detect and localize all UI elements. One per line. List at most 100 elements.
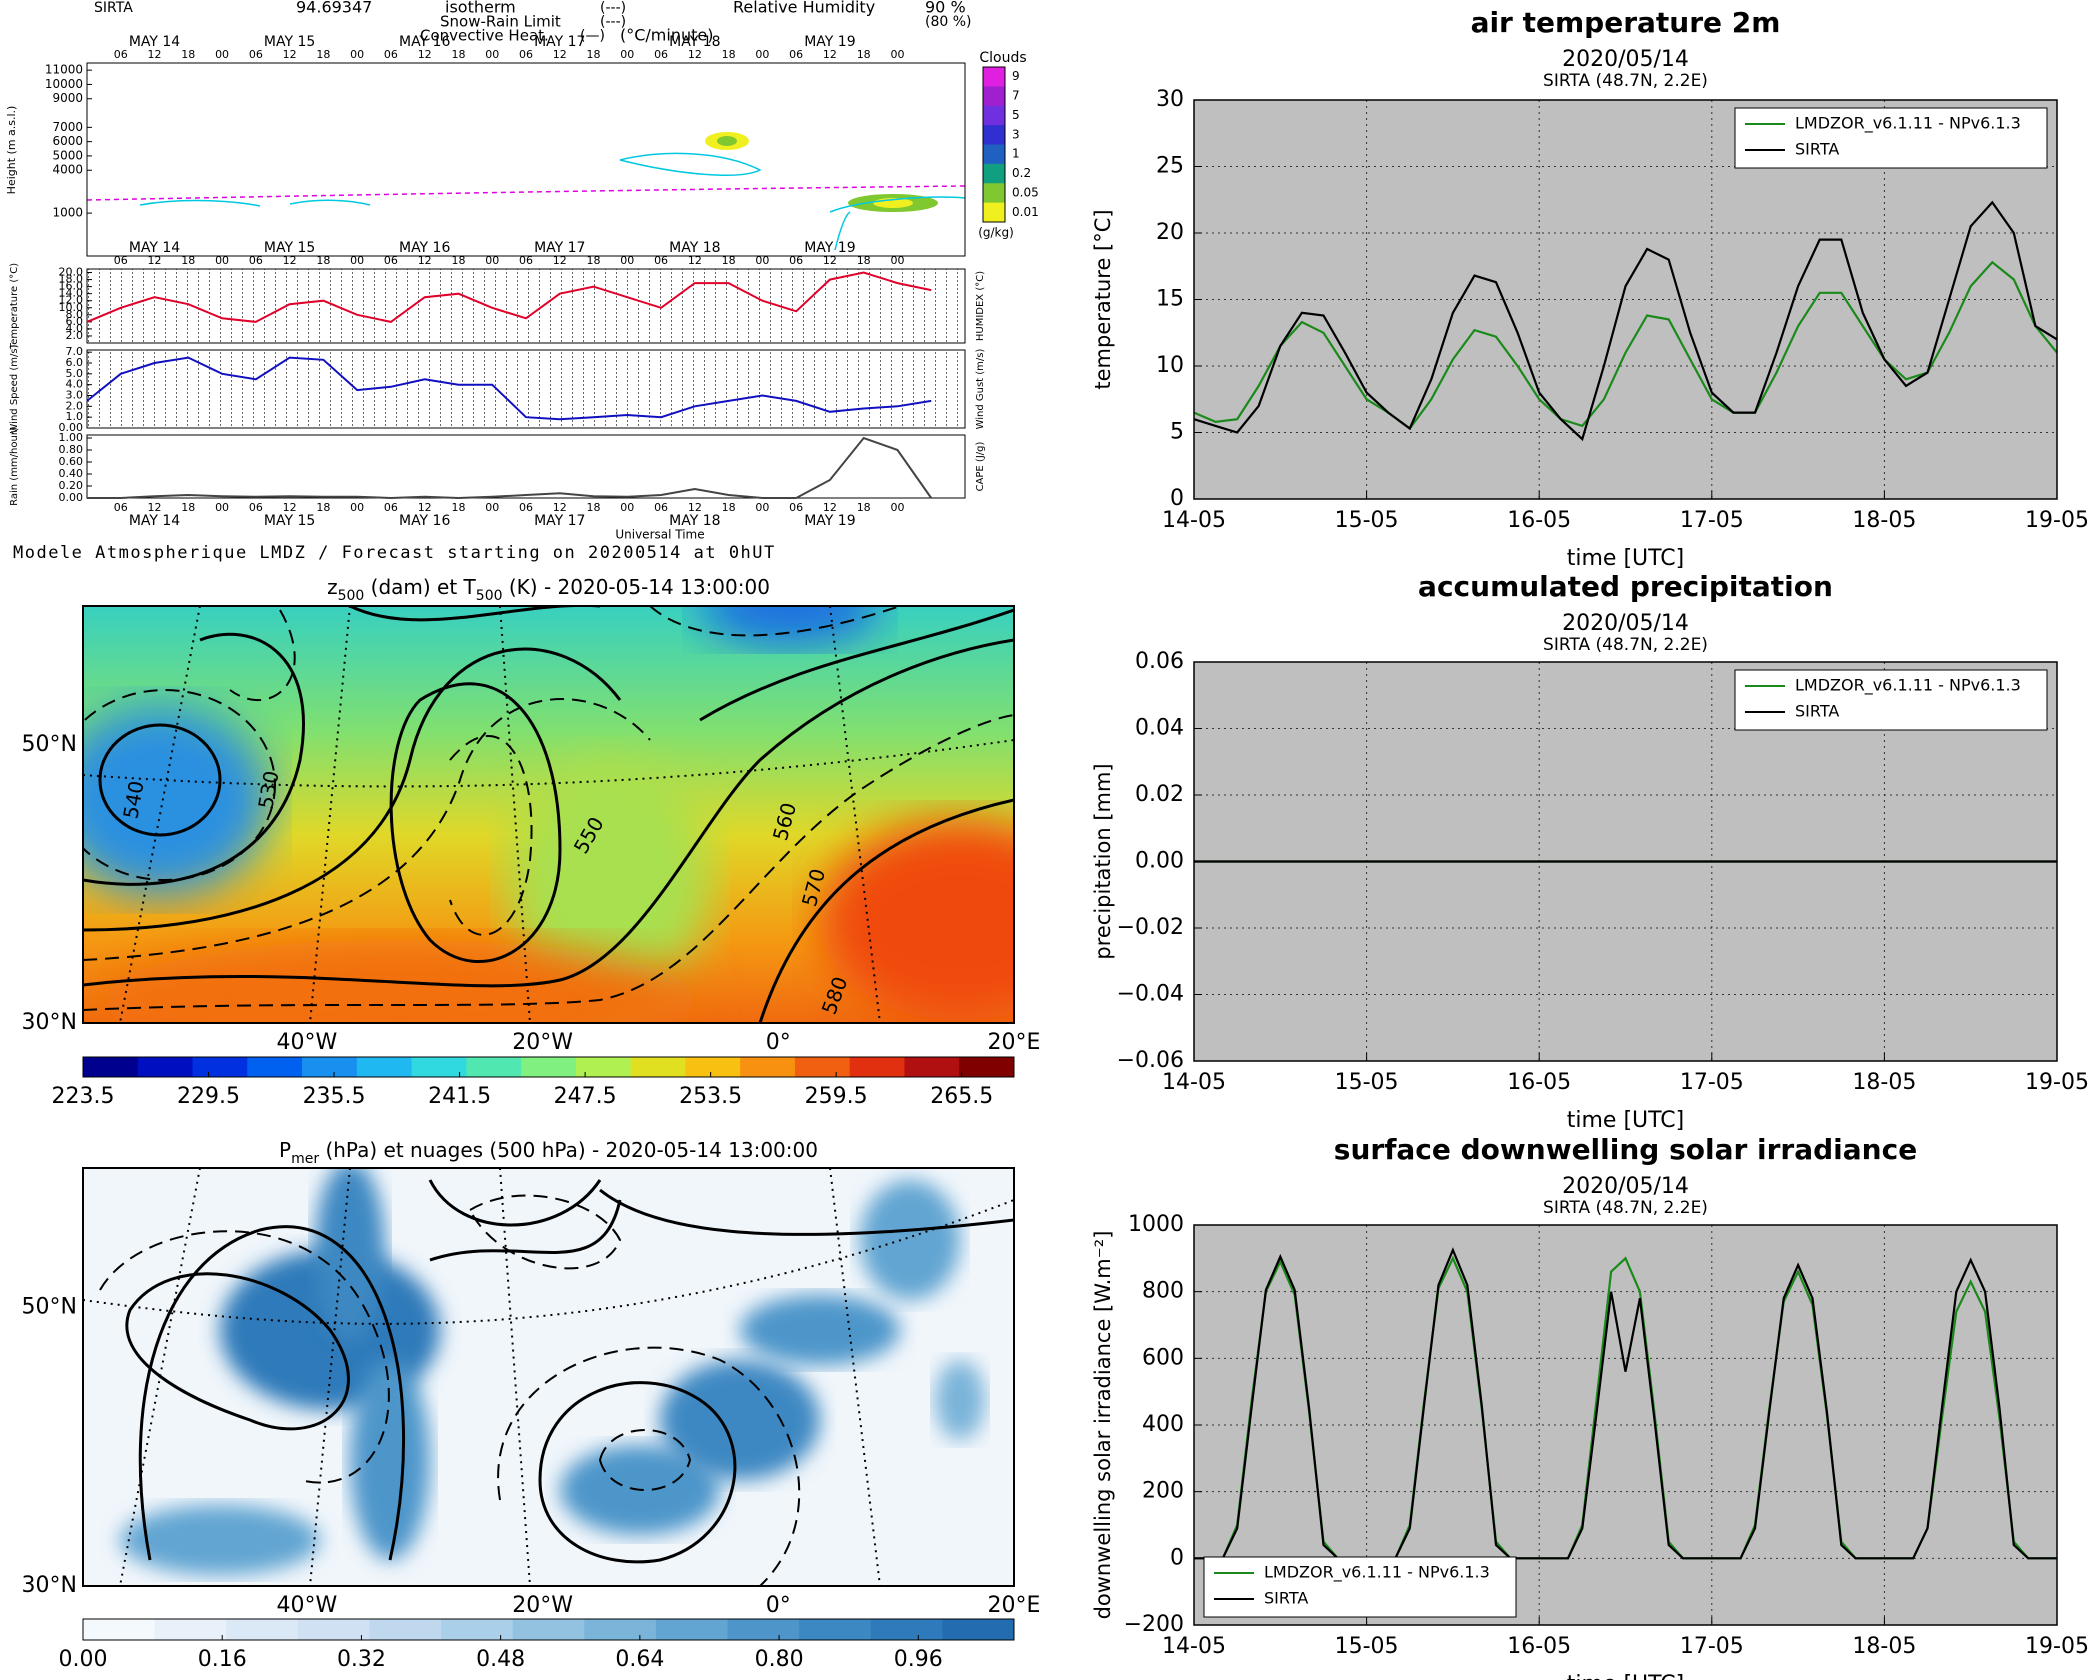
y-tick-label: 18.0 bbox=[59, 273, 84, 286]
title-part: P bbox=[279, 1138, 291, 1162]
legend-label: SIRTA bbox=[1264, 1589, 1308, 1608]
colorbar-swatch bbox=[192, 1057, 248, 1077]
hour-label: 18 bbox=[316, 254, 330, 267]
plot-frame bbox=[1193, 661, 2058, 1062]
hour-label: 12 bbox=[418, 501, 432, 514]
hour-label: 12 bbox=[553, 48, 567, 61]
hour-label: 18 bbox=[857, 48, 871, 61]
lat-label: 30°N bbox=[22, 1010, 77, 1035]
y-tick-label: 1000 bbox=[52, 206, 83, 220]
legend-label: SIRTA bbox=[1795, 702, 1839, 721]
hour-label: 12 bbox=[418, 48, 432, 61]
colorbar-swatch bbox=[983, 144, 1005, 165]
x-axis-label: Universal Time bbox=[615, 528, 704, 542]
panel-frame bbox=[86, 434, 966, 499]
colorbar-swatch bbox=[154, 1619, 227, 1640]
y-axis-label: downwelling solar irradiance [W.m⁻²] bbox=[1091, 1231, 1115, 1620]
hour-label: 12 bbox=[553, 501, 567, 514]
hour-label: 00 bbox=[890, 501, 904, 514]
y-tick-label: 0.02 bbox=[1135, 782, 1184, 807]
y-tick-label: 25 bbox=[1156, 154, 1184, 179]
hour-label: 18 bbox=[181, 254, 195, 267]
lat-label: 50°N bbox=[22, 732, 77, 757]
hour-label: 06 bbox=[519, 48, 533, 61]
hour-label: 12 bbox=[418, 254, 432, 267]
plot-frame bbox=[1193, 1224, 2058, 1626]
header-label: Convective Heat. bbox=[420, 27, 549, 45]
map-field bbox=[83, 606, 1014, 1023]
colorbar-swatch bbox=[411, 1057, 467, 1077]
y-tick-label: 30 bbox=[1156, 87, 1184, 112]
hour-label: 00 bbox=[350, 254, 364, 267]
colorbar-unit: (g/kg) bbox=[978, 226, 1014, 240]
y-tick-label: 3.0 bbox=[66, 389, 84, 402]
colorbar-tick-label: 0.05 bbox=[1012, 185, 1039, 199]
header-label: (80 %) bbox=[925, 14, 972, 30]
data-line bbox=[1193, 200, 2058, 442]
y-tick-label: 1.0 bbox=[66, 410, 84, 423]
hour-label: 06 bbox=[789, 501, 803, 514]
hour-label: 18 bbox=[857, 501, 871, 514]
colorbar-swatch bbox=[247, 1057, 303, 1077]
y-tick-label: 200 bbox=[1142, 1479, 1184, 1504]
lon-label: 40°W bbox=[277, 1593, 338, 1618]
y-tick-label: 0.80 bbox=[59, 443, 84, 456]
hour-label: 00 bbox=[350, 48, 364, 61]
chart-subtitle: 2020/05/14 bbox=[1562, 47, 1689, 72]
panel-y-label-right: CAPE (J/g) bbox=[975, 441, 986, 491]
y-tick-label: 10 bbox=[1156, 353, 1184, 378]
hour-label: 18 bbox=[316, 48, 330, 61]
day-label: MAY 17 bbox=[534, 513, 585, 529]
x-tick-label: 16-05 bbox=[1507, 1070, 1571, 1095]
y-tick-label: 10.0 bbox=[59, 301, 84, 314]
day-label: MAY 17 bbox=[534, 34, 585, 50]
hour-label: 12 bbox=[283, 501, 297, 514]
y-tick-label: 0.06 bbox=[1135, 649, 1184, 674]
chart-subtitle: SIRTA (48.7N, 2.2E) bbox=[1543, 1198, 1708, 1218]
y-tick-label: 4.0 bbox=[66, 322, 84, 335]
day-label: MAY 16 bbox=[399, 240, 450, 256]
x-tick-label: 14-05 bbox=[1162, 1634, 1226, 1659]
colorbar-swatch bbox=[302, 1057, 358, 1077]
hour-label: 18 bbox=[722, 501, 736, 514]
hour-label: 00 bbox=[620, 254, 634, 267]
colorbar-swatch bbox=[794, 1057, 851, 1077]
y-tick-label: 6000 bbox=[52, 134, 83, 148]
colorbar-swatch bbox=[740, 1057, 796, 1077]
panel-y-label: Temperature (°C) bbox=[9, 263, 20, 350]
hour-label: 12 bbox=[688, 501, 702, 514]
colorbar-swatch bbox=[575, 1057, 632, 1077]
hour-label: 00 bbox=[350, 501, 364, 514]
header-label: (---) bbox=[600, 0, 626, 16]
colorbar-tick-label: 229.5 bbox=[177, 1084, 240, 1109]
colorbar-tick-label: 0.2 bbox=[1012, 166, 1031, 180]
chart-title: air temperature 2m bbox=[1471, 6, 1781, 39]
x-axis-label: time [UTC] bbox=[1567, 1672, 1684, 1680]
map-frame bbox=[82, 605, 1015, 1024]
header-label: SIRTA bbox=[94, 0, 133, 16]
day-label: MAY 14 bbox=[129, 240, 180, 256]
x-tick-label: 18-05 bbox=[1852, 1070, 1916, 1095]
y-tick-label: 400 bbox=[1142, 1412, 1184, 1437]
day-label: MAY 18 bbox=[669, 513, 720, 529]
hour-label: 06 bbox=[654, 501, 668, 514]
day-label: MAY 19 bbox=[804, 240, 855, 256]
hour-label: 12 bbox=[148, 48, 162, 61]
legend-box bbox=[1734, 107, 2048, 169]
x-tick-label: 19-05 bbox=[2025, 1634, 2089, 1659]
colorbar-tick-label: 235.5 bbox=[303, 1084, 366, 1109]
y-tick-label: 2.0 bbox=[66, 399, 84, 412]
y-tick-label: 0.20 bbox=[59, 479, 84, 492]
chart-title: accumulated precipitation bbox=[1418, 570, 1833, 603]
map-title: z500 (dam) et T500 (K) - 2020-05-14 13:0… bbox=[327, 575, 770, 605]
hour-label: 18 bbox=[722, 48, 736, 61]
y-tick-label: 1000 bbox=[1128, 1212, 1184, 1237]
colorbar-tick-label: 7 bbox=[1012, 89, 1020, 103]
colorbar-swatch bbox=[356, 1057, 413, 1077]
colorbar-swatch bbox=[983, 67, 1005, 87]
hour-label: 06 bbox=[654, 48, 668, 61]
y-tick-label: 7000 bbox=[52, 120, 83, 134]
header-label: 94.69347 bbox=[296, 0, 372, 17]
panel-grid bbox=[87, 269, 965, 343]
hour-label: 12 bbox=[283, 254, 297, 267]
